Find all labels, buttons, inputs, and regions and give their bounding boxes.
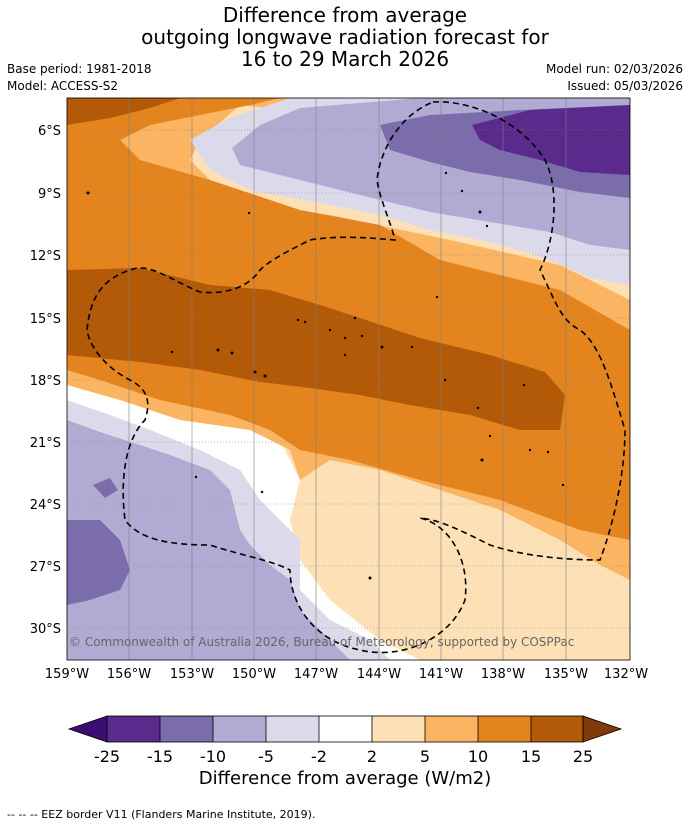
title-line-3: 16 to 29 March 2026 [240,47,450,71]
lat-label: 21°S [30,436,61,451]
map-frame [66,97,631,661]
eez-footnote: -- -- -- EEZ border V11 (Flanders Marine… [7,808,316,821]
colorbar-tick-labels: -25 -15 -10 -5 -2 2 5 10 15 25 [94,747,593,766]
lon-label: 156°W [107,667,151,682]
lat-label: 12°S [30,249,61,264]
band-neg15-neg10-spot [93,478,118,498]
colorbar-tick-label: 10 [468,747,488,766]
colorbar-bin [319,716,372,742]
islands [86,171,565,580]
band-neg10-neg5-south [67,420,350,660]
band-p15-25-north [67,98,180,125]
band-neg25-neg15 [472,105,630,175]
lon-label: 132°W [604,667,648,682]
copyright-notice: © Commonwealth of Australia 2026, Bureau… [69,635,574,649]
colorbar-tick-label: -15 [147,747,173,766]
model-run: Model run: 02/03/2026 [545,62,683,76]
colorbar-bin [266,716,319,742]
lat-label: 9°S [38,187,61,202]
lat-label: 24°S [30,498,61,513]
title-line-1: Difference from average [222,3,468,27]
colorbar-tick-label: -25 [94,747,120,766]
lat-labels: 6°S 9°S 12°S 15°S 18°S 21°S 24°S 27°S 30… [30,124,61,637]
colorbar-extend-low [67,715,108,743]
eez-border [86,101,626,654]
lon-label: 135°W [544,667,588,682]
lat-label: 15°S [30,312,61,327]
lon-labels: 159°W 156°W 153°W 150°W 147°W 144°W 141°… [45,667,648,682]
colorbar-bin [478,716,531,742]
colorbar-extend-high [582,715,623,743]
map-plot-area [67,98,630,660]
lon-label: 141°W [419,667,463,682]
colorbar-bin [425,716,478,742]
lon-label: 153°W [170,667,214,682]
lon-label: 150°W [232,667,276,682]
lon-label: 159°W [45,667,89,682]
colorbar-bin [372,716,425,742]
title-line-2: outgoing longwave radiation forecast for [141,25,549,49]
lon-label: 138°W [481,667,525,682]
colorbar-tick-label: 15 [521,747,541,766]
colorbar-tick-label: 2 [367,747,377,766]
colorbar: -25 -15 -10 -5 -2 2 5 10 15 25 [67,715,623,766]
model-name: Model: ACCESS-S2 [7,79,119,93]
graticule [67,129,630,629]
colorbar-tick-label: -2 [311,747,327,766]
meridians [128,98,567,660]
colorbar-tick-label: 25 [573,747,593,766]
colorbar-bin [531,716,583,742]
base-period: Base period: 1981-2018 [7,62,152,76]
colorbar-bin [160,716,213,742]
colorbar-tick-label: 5 [420,747,430,766]
lat-label: 27°S [30,560,61,575]
lat-label: 18°S [30,374,61,389]
colorbar-dividers [159,716,532,742]
issued-date: Issued: 05/03/2026 [567,79,683,93]
colorbar-tick-label: -5 [258,747,274,766]
colorbar-title: Difference from average (W/m2) [198,768,492,789]
colorbar-bin [213,716,266,742]
colorbar-bin [107,716,160,742]
lon-label: 147°W [294,667,338,682]
lon-label: 144°W [357,667,401,682]
lat-label: 6°S [38,124,61,139]
colorbar-tick-label: -10 [200,747,226,766]
colorbar-frame [106,715,584,743]
band-neg15-neg10-south [67,520,130,605]
lat-label: 30°S [30,622,61,637]
